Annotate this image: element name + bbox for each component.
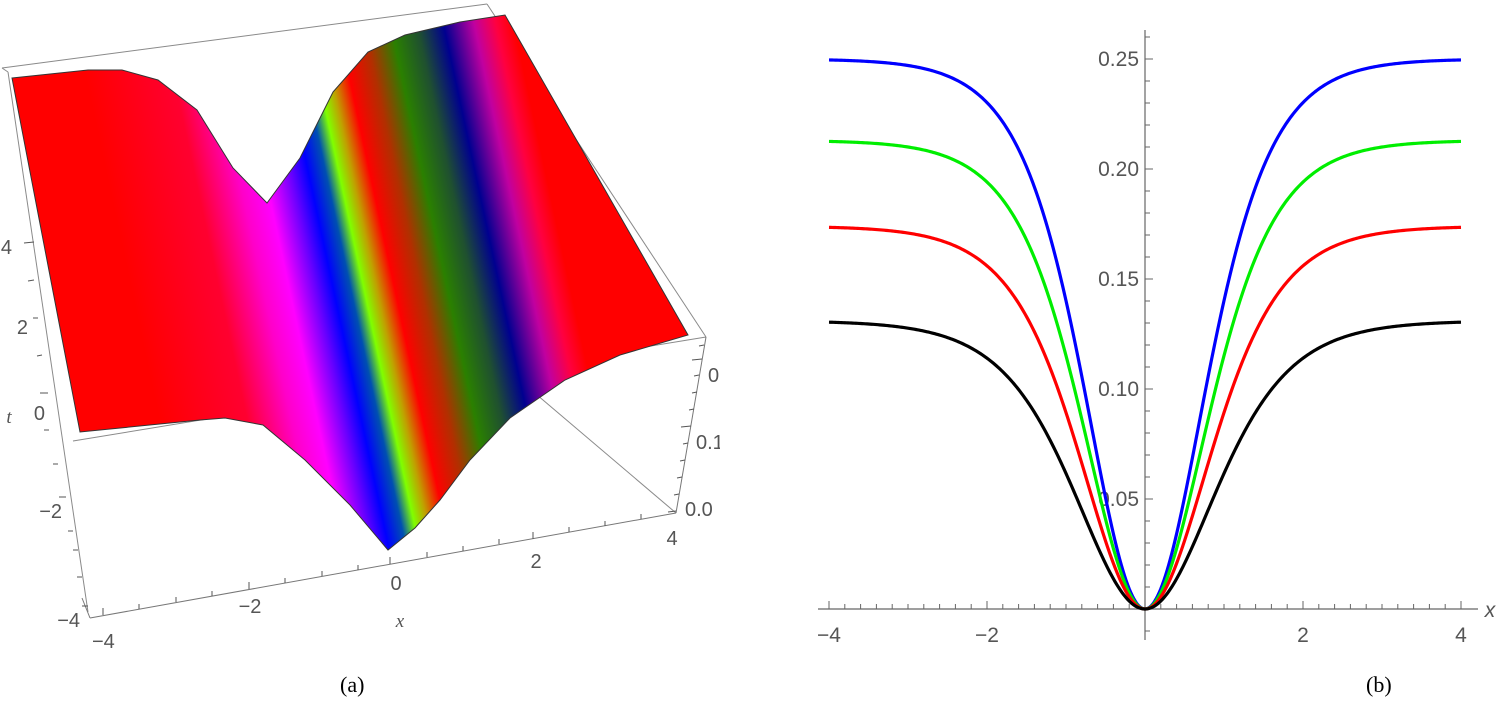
- z-tick-label: 0.2: [708, 365, 720, 387]
- x-tick-label: −4: [817, 624, 841, 647]
- axis-ticks-b: [828, 36, 1462, 632]
- surface-mesh: [11, 14, 689, 551]
- y-tick-label: 0.10: [1098, 378, 1139, 401]
- x-tick-label: −2: [975, 624, 999, 647]
- x-axis-ticks-a: [102, 514, 642, 615]
- z-tick-label: 0.0: [685, 499, 713, 521]
- t-tick-label: −4: [57, 610, 80, 632]
- t-axis-title: t: [6, 407, 12, 428]
- z-axis-ticks: [667, 344, 705, 513]
- panel-b-line-chart: −4 −2 2 4 x 0.05 0.10 0.15 0.20 0.25 (b): [760, 0, 1500, 712]
- z-axis-labels: 0.0 0.1 0.2: [685, 365, 720, 521]
- bounding-box-front: [81, 336, 707, 619]
- x-tick-label: 4: [666, 528, 677, 550]
- panel-a-surface-plot: −4 −2 0 2 4 x −4 −2 0 2 4: [0, 0, 720, 712]
- data-series-group: [828, 58, 1462, 611]
- t-tick-label: 2: [17, 317, 28, 339]
- y-tick-label: 0.20: [1098, 158, 1139, 181]
- caption-b: (b): [1366, 672, 1392, 697]
- t-axis-ticks: [23, 241, 88, 607]
- surface-plot-canvas: −4 −2 0 2 4 x −4 −2 0 2 4: [1, 3, 720, 653]
- x-axis-title-b: x: [1484, 599, 1497, 622]
- y-tick-label: 0.15: [1098, 268, 1139, 291]
- t-tick-label: 4: [1, 237, 12, 259]
- t-tick-label: −2: [39, 501, 62, 523]
- x-axis-labels-b: −4 −2 2 4 x: [817, 599, 1497, 647]
- t-axis-labels: −4 −2 0 2 4 t: [1, 237, 80, 632]
- x-tick-label: 4: [1455, 624, 1467, 647]
- x-axis-title-a: x: [395, 611, 405, 632]
- y-axis-labels-b: 0.05 0.10 0.15 0.20 0.25: [1098, 48, 1139, 511]
- x-tick-label: −2: [239, 596, 262, 618]
- series-line-black: [828, 320, 1462, 611]
- t-tick-label: 0: [34, 403, 45, 425]
- x-tick-label: −4: [92, 631, 115, 653]
- line-chart-canvas: −4 −2 2 4 x 0.05 0.10 0.15 0.20 0.25: [817, 30, 1497, 647]
- x-tick-label: 0: [390, 573, 401, 595]
- x-tick-label: 2: [530, 551, 541, 573]
- z-tick-label: 0.1: [696, 432, 720, 454]
- x-tick-label: 2: [1297, 624, 1309, 647]
- y-tick-label: 0.25: [1098, 48, 1139, 71]
- caption-a: (a): [340, 672, 365, 697]
- x-axis-labels-a: −4 −2 0 2 4 x: [92, 528, 678, 653]
